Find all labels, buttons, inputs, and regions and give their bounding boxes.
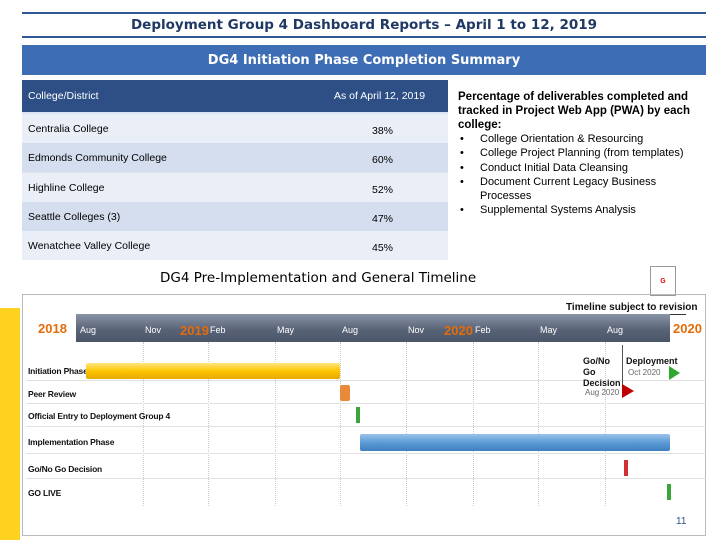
gonogo-marker-line xyxy=(622,345,623,385)
gonogo-milestone xyxy=(624,460,628,476)
grid-line xyxy=(538,342,540,506)
year-label: 2020 xyxy=(673,321,702,336)
grid-line xyxy=(473,342,475,506)
deliverables-note: Percentage of deliverables completed and… xyxy=(458,90,710,218)
page-number: 11 xyxy=(676,516,687,527)
deployment-label: Deployment xyxy=(626,356,678,366)
timeline-frame xyxy=(22,294,706,536)
table-row: Seattle Colleges (3) 47% xyxy=(22,202,448,231)
gonogo-flag-icon xyxy=(622,384,634,398)
college-name: Centralia College xyxy=(28,123,109,135)
list-item: Supplemental Systems Analysis xyxy=(458,203,710,218)
grid-line xyxy=(605,342,607,506)
month-label: Nov xyxy=(145,325,162,335)
completion-pct: 60% xyxy=(372,154,394,166)
col-asof-header: As of April 12, 2019 xyxy=(334,90,426,102)
grid-line xyxy=(208,342,210,506)
implementation-phase-bar xyxy=(360,434,670,451)
month-label: Aug xyxy=(342,325,359,335)
row-divider xyxy=(26,478,706,479)
completion-pct: 52% xyxy=(372,184,394,196)
month-label: Feb xyxy=(475,325,491,335)
report-title: Deployment Group 4 Dashboard Reports – A… xyxy=(130,17,598,33)
left-accent-stripe xyxy=(0,0,22,540)
grid-line xyxy=(406,342,408,506)
month-label: Aug xyxy=(80,325,97,335)
task-label: Official Entry to Deployment Group 4 xyxy=(28,411,171,421)
month-label: May xyxy=(540,325,558,335)
deliverables-list: College Orientation & Resourcing College… xyxy=(458,132,710,218)
month-label: Feb xyxy=(210,325,226,335)
task-label: GO LIVE xyxy=(28,488,62,498)
timeline-revision-note: Timeline subject to revision xyxy=(566,302,698,313)
official-entry-milestone xyxy=(356,407,360,423)
summary-table-header: College/District As of April 12, 2019 xyxy=(22,80,448,112)
task-label: Implementation Phase xyxy=(28,437,115,447)
gonogo-label: Go/No Go Decision xyxy=(583,356,621,388)
row-divider xyxy=(26,426,706,427)
deployment-flag-icon xyxy=(669,366,680,380)
grid-line xyxy=(340,342,342,506)
task-label: Peer Review xyxy=(28,389,76,399)
college-name: Highline College xyxy=(28,182,105,194)
report-title-bar: Deployment Group 4 Dashboard Reports – A… xyxy=(22,12,706,38)
row-divider xyxy=(26,453,706,454)
table-row: Edmonds Community College 60% xyxy=(22,143,448,172)
month-label: May xyxy=(277,325,295,335)
list-item: College Orientation & Resourcing xyxy=(458,132,710,147)
deployment-date: Oct 2020 xyxy=(628,368,661,377)
peer-review-bar xyxy=(340,385,350,401)
status-badge: G xyxy=(650,266,676,296)
table-row: Highline College 52% xyxy=(22,173,448,202)
row-divider xyxy=(26,403,706,404)
year-label: 2019 xyxy=(180,323,209,338)
college-name: Seattle Colleges (3) xyxy=(28,211,121,223)
list-item: Document Current Legacy Business Process… xyxy=(458,175,710,204)
grid-line xyxy=(143,342,145,506)
college-name: Wenatchee Valley College xyxy=(28,240,151,252)
deliverables-note-heading: Percentage of deliverables completed and… xyxy=(458,91,690,131)
month-label: Nov xyxy=(408,325,425,335)
year-label: 2018 xyxy=(38,321,67,336)
completion-pct: 47% xyxy=(372,213,394,225)
col-district-header: College/District xyxy=(28,90,99,102)
table-row: Centralia College 38% xyxy=(22,114,448,143)
college-name: Edmonds Community College xyxy=(28,152,167,164)
timeline-heading: DG4 Pre-Implementation and General Timel… xyxy=(160,270,477,286)
completion-pct: 38% xyxy=(372,125,394,137)
initiation-phase-bar xyxy=(86,363,340,379)
table-row: Wenatchee Valley College 45% xyxy=(22,231,448,260)
summary-heading: DG4 Initiation Phase Completion Summary xyxy=(207,52,521,68)
list-item: Conduct Initial Data Cleansing xyxy=(458,161,710,176)
year-label: 2020 xyxy=(444,323,473,338)
task-label: Go/No Go Decision xyxy=(28,464,103,474)
list-item: College Project Planning (from templates… xyxy=(458,146,710,161)
golive-milestone xyxy=(667,484,671,500)
grid-line xyxy=(275,342,277,506)
month-label: Aug xyxy=(607,325,624,335)
summary-heading-band: DG4 Initiation Phase Completion Summary xyxy=(22,45,706,75)
completion-pct: 45% xyxy=(372,242,394,254)
gonogo-date: Aug 2020 xyxy=(585,388,620,397)
task-label: Initiation Phase xyxy=(28,366,88,376)
timeline-axis-bar xyxy=(76,314,670,342)
row-divider xyxy=(26,380,706,381)
